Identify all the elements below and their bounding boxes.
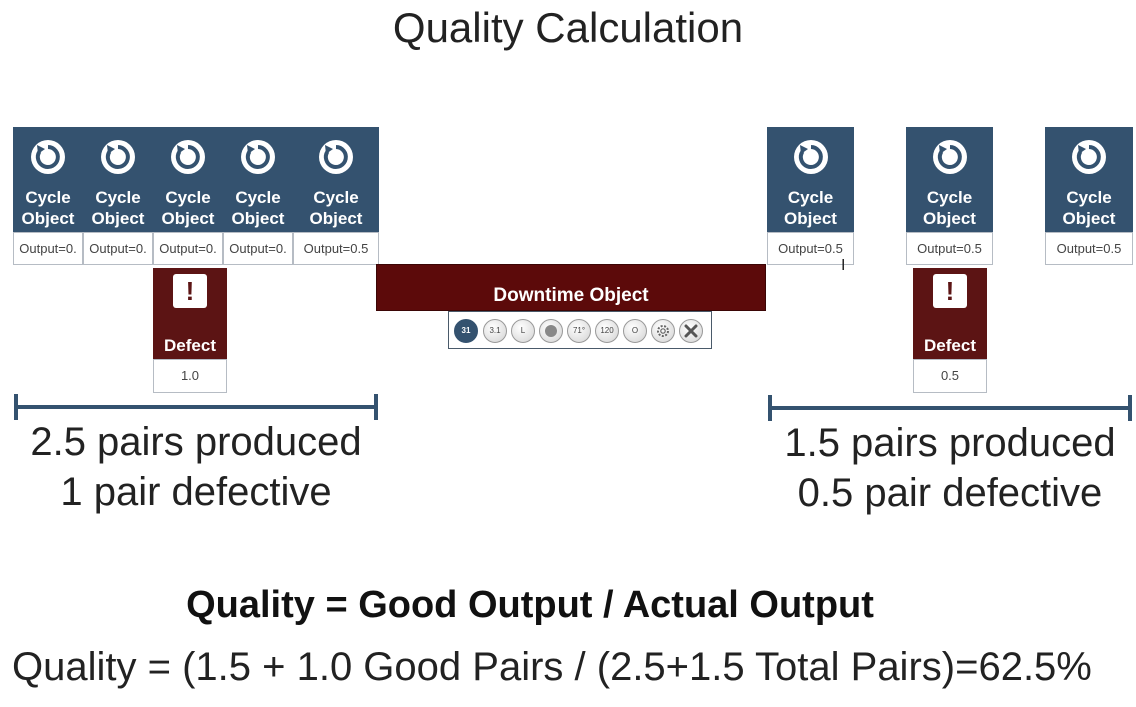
page-title: Quality Calculation xyxy=(392,4,744,51)
downtime-label: Downtime Object xyxy=(493,285,649,306)
defect-value: 0.5 xyxy=(913,359,987,393)
cycle-object-header: Cycle Object xyxy=(906,127,993,232)
summary-right-defective: 0.5 pair defective xyxy=(797,471,1103,515)
exclamation-icon: ! xyxy=(173,274,207,308)
cycle-object-label: Cycle Object xyxy=(784,188,837,228)
cycle-object-label: Cycle Object xyxy=(91,188,145,228)
cycle-object-header: Cycle Object xyxy=(223,127,293,232)
cycle-object[interactable]: Cycle Object Output=0. xyxy=(13,127,83,265)
cycle-object-header: Cycle Object xyxy=(13,127,83,232)
summary-right: 1.5 pairs produced 0.5 pair defective xyxy=(768,418,1132,518)
summary-left: 2.5 pairs produced 1 pair defective xyxy=(14,417,378,517)
cycle-object[interactable]: Cycle Object Output=0. xyxy=(153,127,223,265)
cycle-object[interactable]: Cycle Object Output=0.5 xyxy=(293,127,379,265)
cycle-object-label: Cycle Object xyxy=(231,188,285,228)
refresh-icon xyxy=(793,140,828,174)
quality-formula: Quality = Good Output / Actual Output xyxy=(186,584,874,626)
span-bracket-right xyxy=(768,395,1132,421)
downtime-object[interactable]: Downtime Object xyxy=(376,264,766,311)
cycle-object[interactable]: Cycle Object Output=0. xyxy=(223,127,293,265)
defect-label: Defect xyxy=(924,336,976,355)
defect-object[interactable]: ! Defect 0.5 xyxy=(913,268,987,393)
cycle-object[interactable]: Cycle Object Output=0.5 xyxy=(906,127,993,265)
cycle-object-label: Cycle Object xyxy=(309,188,363,228)
cycle-output: Output=0. xyxy=(223,232,293,265)
gear-icon xyxy=(657,325,669,337)
defect-object[interactable]: ! Defect 1.0 xyxy=(153,268,227,393)
cycle-object-header: Cycle Object xyxy=(153,127,223,232)
filled-circle-icon xyxy=(545,324,557,337)
summary-right-produced: 1.5 pairs produced xyxy=(784,421,1116,465)
cycle-object-label: Cycle Object xyxy=(161,188,215,228)
text-cursor-icon: I xyxy=(841,257,846,274)
refresh-icon xyxy=(101,140,135,174)
refresh-icon xyxy=(241,140,275,174)
refresh-icon xyxy=(171,140,205,174)
toolbar-button-zero[interactable]: O xyxy=(623,319,647,343)
cycle-object-label: Cycle Object xyxy=(21,188,75,228)
cycle-object-header: Cycle Object xyxy=(83,127,153,232)
toolbar-button-layer[interactable]: L xyxy=(511,319,535,343)
cycle-object[interactable]: Cycle Object Output=0.5 xyxy=(767,127,854,265)
defect-header: ! Defect xyxy=(153,268,227,359)
exclamation-icon: ! xyxy=(933,274,967,308)
quality-calculation: Quality = (1.5 + 1.0 Good Pairs / (2.5+1… xyxy=(12,645,1092,689)
summary-left-defective: 1 pair defective xyxy=(60,470,332,514)
span-bracket-left xyxy=(14,394,378,420)
refresh-icon xyxy=(31,140,65,174)
close-icon xyxy=(684,324,698,338)
cycle-output: Output=0.5 xyxy=(906,232,993,265)
toolbar-button-speed[interactable]: 120 xyxy=(595,319,619,343)
cycle-output: Output=0. xyxy=(83,232,153,265)
cycle-output: Output=0. xyxy=(13,232,83,265)
toolbar-button-scale[interactable]: 3.1 xyxy=(483,319,507,343)
refresh-icon xyxy=(932,140,967,174)
toolbar-button-settings[interactable] xyxy=(651,319,675,343)
cycle-object-label: Cycle Object xyxy=(1062,188,1116,228)
summary-left-produced: 2.5 pairs produced xyxy=(30,420,362,464)
refresh-icon xyxy=(1072,140,1106,174)
toolbar-button-temperature[interactable]: 71° xyxy=(567,319,591,343)
toolbar-button-circle[interactable] xyxy=(539,319,563,343)
defect-value: 1.0 xyxy=(153,359,227,393)
toolbar-button-close[interactable] xyxy=(679,319,703,343)
defect-header: ! Defect xyxy=(913,268,987,359)
cycle-object[interactable]: Cycle Object Output=0.5 xyxy=(1045,127,1133,265)
cycle-object-header: Cycle Object xyxy=(293,127,379,232)
cycle-object-header: Cycle Object xyxy=(767,127,854,232)
cycle-output: Output=0. xyxy=(153,232,223,265)
cycle-object[interactable]: Cycle Object Output=0. xyxy=(83,127,153,265)
cycle-object-label: Cycle Object xyxy=(923,188,976,228)
cycle-output: Output=0.5 xyxy=(767,232,854,265)
cycle-output: Output=0.5 xyxy=(1045,232,1133,265)
refresh-icon xyxy=(319,140,353,174)
defect-label: Defect xyxy=(164,336,216,355)
cycle-output: Output=0.5 xyxy=(293,232,379,265)
toolbar-button-calendar[interactable]: 31 xyxy=(454,319,478,343)
cycle-object-header: Cycle Object xyxy=(1045,127,1133,232)
downtime-toolbar: 31 3.1 L 71° 120 O xyxy=(448,311,712,349)
